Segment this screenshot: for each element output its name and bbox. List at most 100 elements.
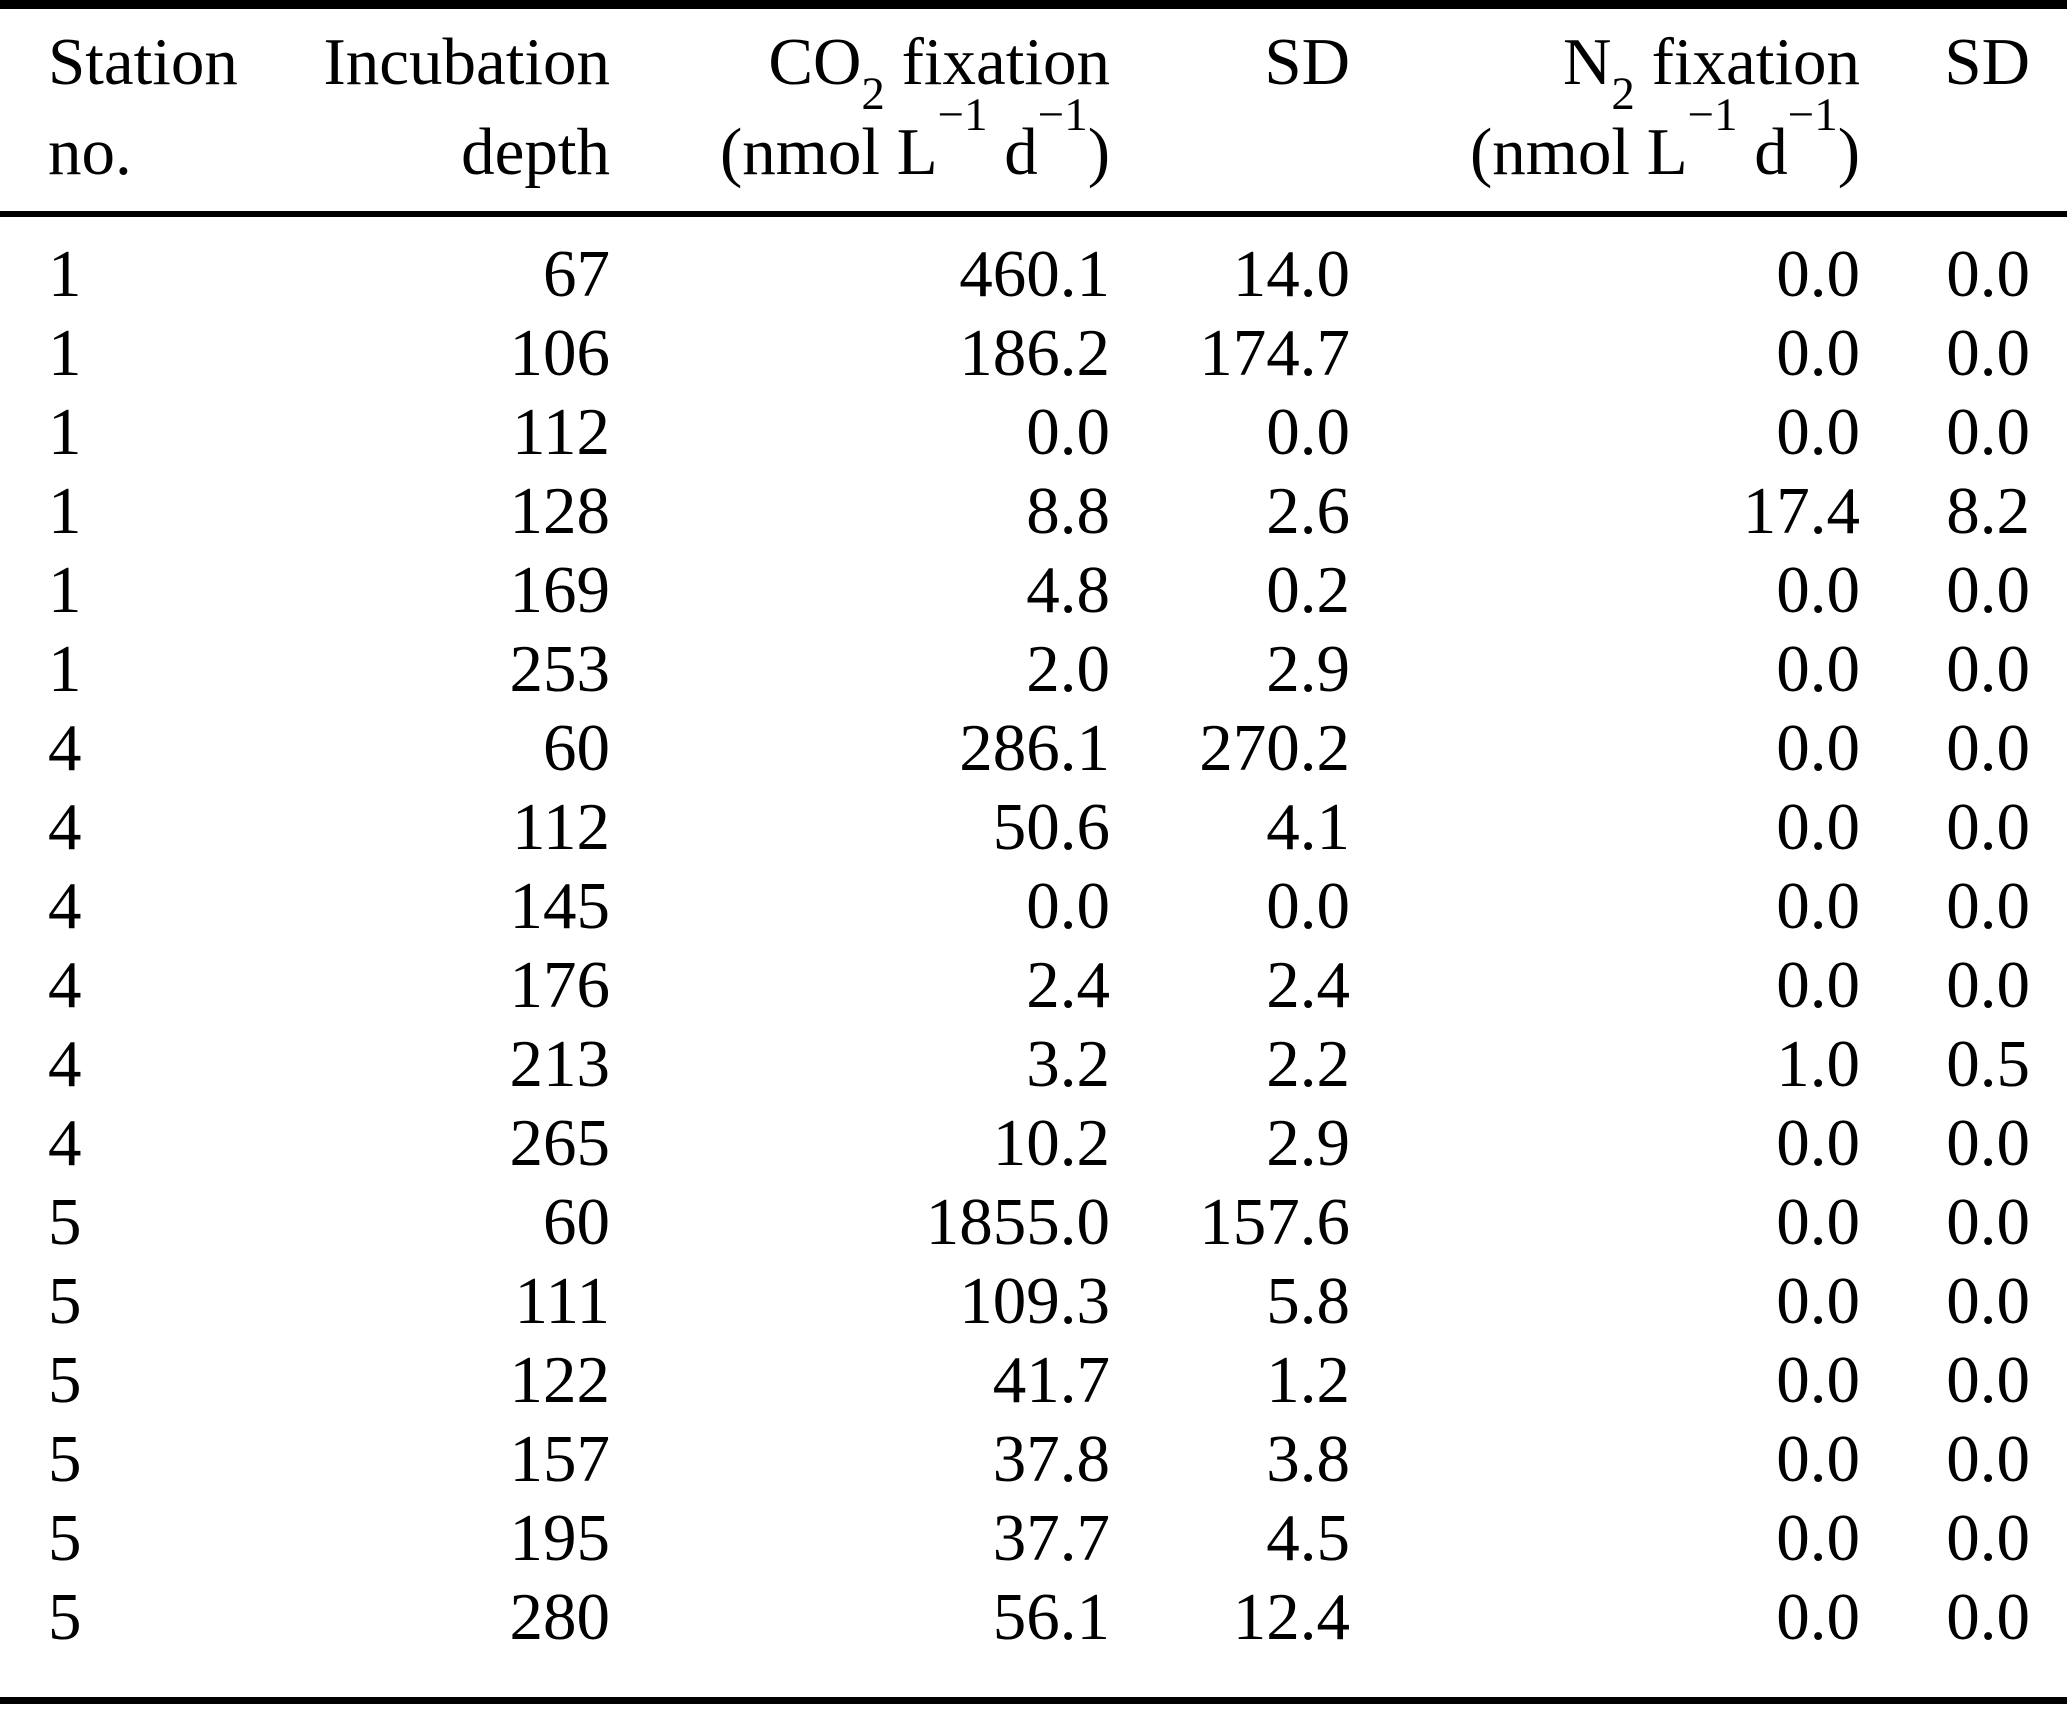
header-n2-unit: (nmol L−1 d−1) <box>1350 91 1860 197</box>
col-header-depth: Incubation depth <box>280 4 610 217</box>
co2-unit-open: (nmol L <box>719 115 938 189</box>
co2-fixation-cell: 3.2 <box>1026 1027 1110 1101</box>
station-cell: 4 <box>48 1106 82 1180</box>
table-header: Station no. Incubation depth CO2 fixatio… <box>0 4 2067 217</box>
n2-sd-cell: 0.0 <box>1946 1501 2030 1575</box>
n2-fixation-cell: 0.0 <box>1776 395 1860 469</box>
n2-fixation-cell: 0.0 <box>1776 1501 1860 1575</box>
co2-fixation-cell: 460.1 <box>959 237 1110 311</box>
co2-unit-mid: d <box>987 115 1038 189</box>
co2-sd-cell: 2.9 <box>1266 632 1350 706</box>
co2-fixation-cell: 37.7 <box>992 1501 1110 1575</box>
depth-cell: 122 <box>509 1343 611 1417</box>
n2-fixation-cell: 0.0 <box>1776 632 1860 706</box>
co2-symbol: CO <box>768 25 862 99</box>
col-header-sd1: SD <box>1110 4 1350 217</box>
co2-fixation-cell: 0.0 <box>1026 869 1110 943</box>
station-cell: 5 <box>48 1501 82 1575</box>
depth-cell: 195 <box>509 1501 611 1575</box>
co2-fixation-cell: 286.1 <box>959 711 1110 785</box>
n2-fixation-cell: 0.0 <box>1776 1264 1860 1338</box>
co2-fixation-cell: 186.2 <box>959 316 1110 390</box>
depth-cell: 157 <box>509 1422 611 1496</box>
n2-sd-cell: 0.0 <box>1946 395 2030 469</box>
n2-fixation-cell: 0.0 <box>1776 237 1860 311</box>
n2-unit-exp1: −1 <box>1687 88 1738 141</box>
n2-sd-cell: 0.0 <box>1946 948 2030 1022</box>
table-row: 4 60 286.1 270.2 0.0 0.0 <box>0 709 2067 788</box>
station-cell: 4 <box>48 790 82 864</box>
co2-sd-cell: 0.0 <box>1266 869 1350 943</box>
station-cell: 5 <box>48 1185 82 1259</box>
col-header-station: Station no. <box>0 4 280 217</box>
co2-sd-cell: 0.0 <box>1266 395 1350 469</box>
n2-sd-cell: 0.0 <box>1946 1580 2030 1654</box>
n2-fixation-cell: 0.0 <box>1776 1422 1860 1496</box>
n2-fixation-cell: 17.4 <box>1742 474 1860 548</box>
co2-sd-cell: 174.7 <box>1199 316 1350 390</box>
header-depth-line2: depth <box>461 115 610 189</box>
co2-unit-exp2: −1 <box>1037 88 1088 141</box>
col-header-sd2: SD <box>1860 4 2067 217</box>
depth-cell: 67 <box>543 237 610 311</box>
header-sd1-label: SD <box>1264 25 1350 99</box>
co2-fixation-cell: 1855.0 <box>925 1185 1110 1259</box>
n2-sd-cell: 0.0 <box>1946 1106 2030 1180</box>
header-co2-name: CO2 fixation <box>610 17 1110 117</box>
n2-fixation-cell: 0.0 <box>1776 553 1860 627</box>
n2-sd-cell: 0.0 <box>1946 237 2030 311</box>
table-body: 1 67 460.1 14.0 0.0 0.0 1 106 186.2 174.7 0.0 0.0 1 1… <box>0 214 2067 1701</box>
co2-fixation-cell: 2.0 <box>1026 632 1110 706</box>
header-sd2-label: SD <box>1944 25 2030 99</box>
co2-sd-cell: 3.8 <box>1266 1422 1350 1496</box>
n2-sd-cell: 0.0 <box>1946 1264 2030 1338</box>
depth-cell: 112 <box>511 395 610 469</box>
co2-fixation-cell: 10.2 <box>992 1106 1110 1180</box>
co2-sd-cell: 0.2 <box>1266 553 1350 627</box>
col-header-n2-fixation: N2 fixation (nmol L−1 d−1) <box>1350 4 1860 217</box>
table-row: 4 176 2.4 2.4 0.0 0.0 <box>0 946 2067 1025</box>
header-row: Station no. Incubation depth CO2 fixatio… <box>0 4 2067 217</box>
n2-sd-cell: 0.0 <box>1946 1185 2030 1259</box>
table-row: 4 112 50.6 4.1 0.0 0.0 <box>0 788 2067 867</box>
n2-fixation-cell: 0.0 <box>1776 790 1860 864</box>
co2-fixation-cell: 0.0 <box>1026 395 1110 469</box>
co2-fixation-cell: 4.8 <box>1026 553 1110 627</box>
n2-fixation-cell: 0.0 <box>1776 948 1860 1022</box>
n2-fixation-cell: 0.0 <box>1776 869 1860 943</box>
co2-fixation-word: fixation <box>884 25 1110 99</box>
co2-sd-cell: 12.4 <box>1232 1580 1350 1654</box>
n2-unit-close: ) <box>1837 115 1860 189</box>
depth-cell: 265 <box>509 1106 611 1180</box>
n2-sd-cell: 0.0 <box>1946 790 2030 864</box>
table-row: 4 265 10.2 2.9 0.0 0.0 <box>0 1104 2067 1183</box>
depth-cell: 60 <box>543 1185 610 1259</box>
table-row: 5 195 37.7 4.5 0.0 0.0 <box>0 1499 2067 1578</box>
station-cell: 1 <box>48 316 82 390</box>
co2-sd-cell: 1.2 <box>1266 1343 1350 1417</box>
co2-subscript: 2 <box>861 67 885 120</box>
station-cell: 5 <box>48 1580 82 1654</box>
n2-sd-cell: 0.0 <box>1946 1343 2030 1417</box>
co2-sd-cell: 157.6 <box>1199 1185 1350 1259</box>
depth-cell: 169 <box>509 553 611 627</box>
header-depth-line1: Incubation <box>323 25 610 99</box>
header-n2-name: N2 fixation <box>1350 17 1860 117</box>
table-row: 5 60 1855.0 157.6 0.0 0.0 <box>0 1183 2067 1262</box>
station-cell: 1 <box>48 237 82 311</box>
co2-fixation-cell: 109.3 <box>959 1264 1110 1338</box>
header-co2-unit: (nmol L−1 d−1) <box>610 91 1110 197</box>
station-cell: 5 <box>48 1422 82 1496</box>
depth-cell: 106 <box>509 316 611 390</box>
table-row: 5 111 109.3 5.8 0.0 0.0 <box>0 1262 2067 1341</box>
depth-cell: 280 <box>509 1580 611 1654</box>
co2-sd-cell: 2.4 <box>1266 948 1350 1022</box>
table-row: 1 253 2.0 2.9 0.0 0.0 <box>0 630 2067 709</box>
table-row: 5 157 37.8 3.8 0.0 0.0 <box>0 1420 2067 1499</box>
co2-unit-close: ) <box>1087 115 1110 189</box>
co2-sd-cell: 2.9 <box>1266 1106 1350 1180</box>
table-row: 1 112 0.0 0.0 0.0 0.0 <box>0 393 2067 472</box>
n2-sd-cell: 0.0 <box>1946 869 2030 943</box>
station-cell: 1 <box>48 553 82 627</box>
